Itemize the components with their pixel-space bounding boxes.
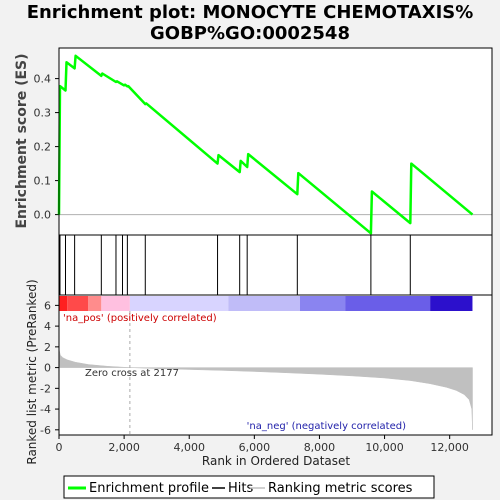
legend-box [63, 475, 435, 499]
metric-panel: 6 4 2 0 -2 -4 -6 [40, 299, 473, 437]
chart-title-line-1: Enrichment plot: MONOCYTE CHEMOTAXIS% [26, 2, 474, 23]
legend-label-metric: Ranking metric scores [268, 481, 413, 496]
heatmap-segment [88, 296, 102, 311]
x-tick-label: 6,000 [239, 441, 271, 454]
x-tick-label: 8,000 [304, 441, 336, 454]
panel-frames [58, 47, 493, 436]
chart-title-line-2: GOBP%GO:0002548 [150, 23, 350, 44]
heatmap-segment [67, 296, 89, 311]
chart-title: Enrichment plot: MONOCYTE CHEMOTAXIS% GO… [0, 2, 500, 44]
metric-y-tick-label: 0 [44, 362, 51, 375]
es-y-tick-label: 0.3 [34, 107, 52, 120]
es-y-tick-label: 0.4 [34, 73, 52, 86]
x-axis: 0 2,000 4,000 6,000 8,000 10,000 12,000 [56, 435, 469, 454]
es-panel: 0.0 0.1 0.2 0.3 0.4 [34, 54, 492, 235]
ranking-metric-area [58, 348, 473, 430]
heatmap-segment [101, 296, 130, 311]
x-tick-label: 0 [56, 441, 63, 454]
heatmap-bar [59, 296, 473, 311]
metric-y-axis-label: Ranked list metric (PreRanked) [25, 279, 39, 464]
heatmap-segment [129, 296, 229, 311]
x-tick-label: 4,000 [173, 441, 205, 454]
metric-y-tick-label: -2 [40, 382, 51, 395]
metric-y-tick-label: -6 [40, 424, 51, 437]
heatmap-segment [345, 296, 431, 311]
metric-y-tick-label: 6 [44, 299, 51, 312]
metric-panel-frame [58, 294, 493, 436]
x-tick-label: 12,000 [430, 441, 469, 454]
heatmap-segment [59, 296, 68, 311]
legend-label-profile: Enrichment profile [89, 481, 209, 496]
pos-correlated-label: 'na_pos' (positively correlated) [63, 313, 217, 324]
heatmap-segment [228, 296, 300, 311]
x-tick-label: 10,000 [365, 441, 404, 454]
es-y-tick-label: 0.1 [34, 175, 52, 188]
neg-correlated-label: 'na_neg' (negatively correlated) [247, 421, 406, 432]
metric-y-tick-label: 2 [44, 341, 51, 354]
es-y-tick-label: 0.2 [34, 141, 52, 154]
x-tick-label: 2,000 [108, 441, 140, 454]
heatmap-segment [430, 296, 473, 311]
legend: Enrichment profile Hits Ranking metric s… [63, 475, 435, 499]
metric-y-tick-label: 4 [44, 320, 51, 333]
legend-label-hits: Hits [228, 481, 253, 496]
hits-panel [59, 235, 411, 295]
heatmap-segment [299, 296, 346, 311]
es-y-axis-label: Enrichment score (ES) [14, 53, 30, 228]
x-axis-label: Rank in Ordered Dataset [202, 454, 350, 468]
es-y-tick-label: 0.0 [34, 209, 52, 222]
metric-y-tick-label: -4 [40, 403, 51, 416]
zero-cross-label: Zero cross at 2177 [85, 368, 179, 379]
enrichment-profile-line [57, 54, 474, 235]
